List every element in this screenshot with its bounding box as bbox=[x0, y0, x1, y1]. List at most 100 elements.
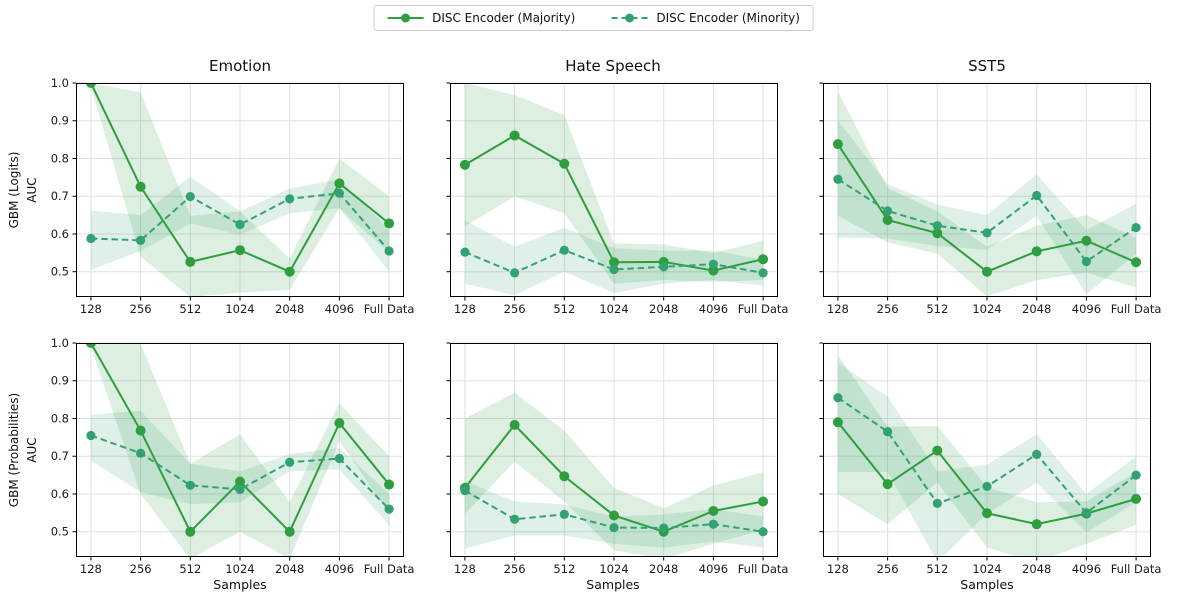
x-tick-label: Full Data bbox=[364, 302, 415, 316]
subplot-emotion-probabilities: 128 256 512 1024 2048 4096 Full Data 0.5 0.6 0.7 0… bbox=[51, 336, 415, 576]
subplot-title-sst5: SST5 bbox=[968, 57, 1006, 75]
data-point-marker bbox=[509, 419, 520, 430]
data-point-marker bbox=[982, 228, 992, 238]
x-tick-label: 4096 bbox=[325, 302, 354, 316]
x-tick-label: 1024 bbox=[972, 562, 1001, 576]
data-point-marker bbox=[1131, 257, 1142, 268]
y-tick-label: 0.9 bbox=[51, 114, 69, 128]
data-point-marker bbox=[1131, 470, 1141, 480]
xlabel-samples-col3: Samples bbox=[960, 577, 1014, 592]
x-tick-label: 256 bbox=[130, 302, 152, 316]
x-tick-label: 2048 bbox=[649, 562, 678, 576]
data-point-marker bbox=[558, 471, 569, 482]
series-markers-minority bbox=[459, 485, 768, 537]
x-tick-label: 1024 bbox=[972, 302, 1001, 316]
data-point-marker bbox=[1031, 519, 1042, 530]
x-tick-label: Full Data bbox=[1111, 302, 1162, 316]
y-tick-label: 0.5 bbox=[51, 265, 69, 279]
data-point-marker bbox=[883, 206, 893, 216]
data-point-marker bbox=[509, 514, 519, 524]
y-tick-label: 0.7 bbox=[51, 189, 69, 203]
tick-marks bbox=[446, 82, 764, 301]
series-markers-majority bbox=[832, 139, 1142, 277]
x-tick-label: 1024 bbox=[599, 302, 628, 316]
ylabel-row2-metric: AUC bbox=[25, 437, 39, 463]
data-point-marker bbox=[334, 418, 345, 429]
data-point-marker bbox=[136, 448, 146, 458]
x-tick-label: Full Data bbox=[364, 562, 415, 576]
x-tick-label: 1024 bbox=[225, 562, 254, 576]
x-tick-label: 4096 bbox=[1072, 562, 1101, 576]
data-point-marker bbox=[509, 130, 520, 141]
data-point-marker bbox=[136, 235, 146, 245]
data-point-marker bbox=[185, 526, 196, 537]
data-point-marker bbox=[559, 509, 569, 519]
tick-marks bbox=[446, 342, 764, 561]
tick-marks bbox=[72, 342, 390, 561]
data-point-marker bbox=[982, 481, 992, 492]
data-point-marker bbox=[285, 457, 295, 467]
confidence-band-minority bbox=[90, 410, 390, 525]
legend-item-minority: DISC Encoder (Minority) bbox=[611, 11, 800, 25]
x-tick-label: 2048 bbox=[275, 562, 304, 576]
subplot-emotion-logits: 128 256 512 1024 2048 4096 Full Data 0.5 0.6 0.7 0… bbox=[51, 76, 415, 316]
subplot-sst5-probabilities: 128 256 512 1024 2048 4096 Full Data bbox=[819, 342, 1161, 576]
x-tick-label: Full Data bbox=[737, 302, 788, 316]
data-point-marker bbox=[608, 264, 619, 275]
axes-spines bbox=[449, 343, 778, 557]
x-tick-label: 128 bbox=[80, 302, 102, 316]
data-point-marker bbox=[284, 266, 295, 277]
data-point-marker bbox=[459, 247, 470, 257]
data-point-marker bbox=[334, 453, 344, 464]
legend-marker-dot-icon bbox=[400, 13, 410, 23]
data-point-marker bbox=[285, 194, 295, 204]
series-markers-minority bbox=[459, 245, 768, 278]
axes-spines bbox=[76, 343, 404, 557]
confidence-band-majority bbox=[90, 83, 390, 297]
tick-marks bbox=[819, 342, 1137, 561]
x-tick-label: 2048 bbox=[275, 302, 304, 316]
data-point-marker bbox=[982, 266, 992, 277]
data-point-marker bbox=[284, 526, 295, 537]
ylabel-row2-model: GBM (Probabilities) bbox=[7, 392, 21, 508]
confidence-band-minority bbox=[464, 481, 763, 549]
data-point-marker bbox=[384, 218, 395, 229]
x-tick-label: 1024 bbox=[599, 562, 628, 576]
axes-spines bbox=[823, 83, 1151, 297]
data-point-marker bbox=[932, 221, 942, 231]
xlabel-samples-col1: Samples bbox=[213, 577, 267, 592]
tick-marks bbox=[819, 82, 1137, 301]
data-point-marker bbox=[658, 523, 668, 533]
data-point-marker bbox=[86, 430, 96, 441]
data-point-marker bbox=[708, 259, 718, 269]
data-point-marker bbox=[882, 215, 893, 226]
x-tick-label: 256 bbox=[877, 302, 899, 316]
subplot-hatespeech-logits: 128 256 512 1024 2048 4096 Full Data bbox=[446, 82, 788, 316]
data-point-marker bbox=[757, 496, 768, 507]
series-markers-minority bbox=[86, 430, 394, 514]
data-point-marker bbox=[883, 427, 893, 437]
data-point-marker bbox=[1081, 235, 1092, 246]
data-point-marker bbox=[235, 476, 245, 487]
x-tick-label: 2048 bbox=[1022, 562, 1051, 576]
x-tick-label: Full Data bbox=[737, 562, 788, 576]
data-point-marker bbox=[384, 246, 394, 256]
data-point-marker bbox=[235, 245, 245, 256]
x-tick-label: 4096 bbox=[698, 562, 727, 576]
legend-item-majority: DISC Encoder (Majority) bbox=[387, 11, 575, 25]
legend: DISC Encoder (Majority) DISC Encoder (Mi… bbox=[373, 5, 814, 31]
legend-label-minority: DISC Encoder (Minority) bbox=[656, 11, 800, 25]
x-tick-label: 4096 bbox=[325, 562, 354, 576]
x-tick-label: 128 bbox=[80, 562, 102, 576]
data-point-marker bbox=[982, 508, 992, 519]
confidence-band-majority bbox=[837, 355, 1137, 557]
confidence-band-majority bbox=[464, 83, 763, 284]
data-point-marker bbox=[608, 510, 619, 521]
data-point-marker bbox=[384, 504, 394, 514]
ylabel-row1-metric: AUC bbox=[25, 177, 39, 203]
axes-spines bbox=[449, 83, 778, 297]
x-tick-label: 256 bbox=[503, 562, 525, 576]
data-point-marker bbox=[384, 479, 395, 490]
data-point-marker bbox=[1032, 190, 1042, 201]
